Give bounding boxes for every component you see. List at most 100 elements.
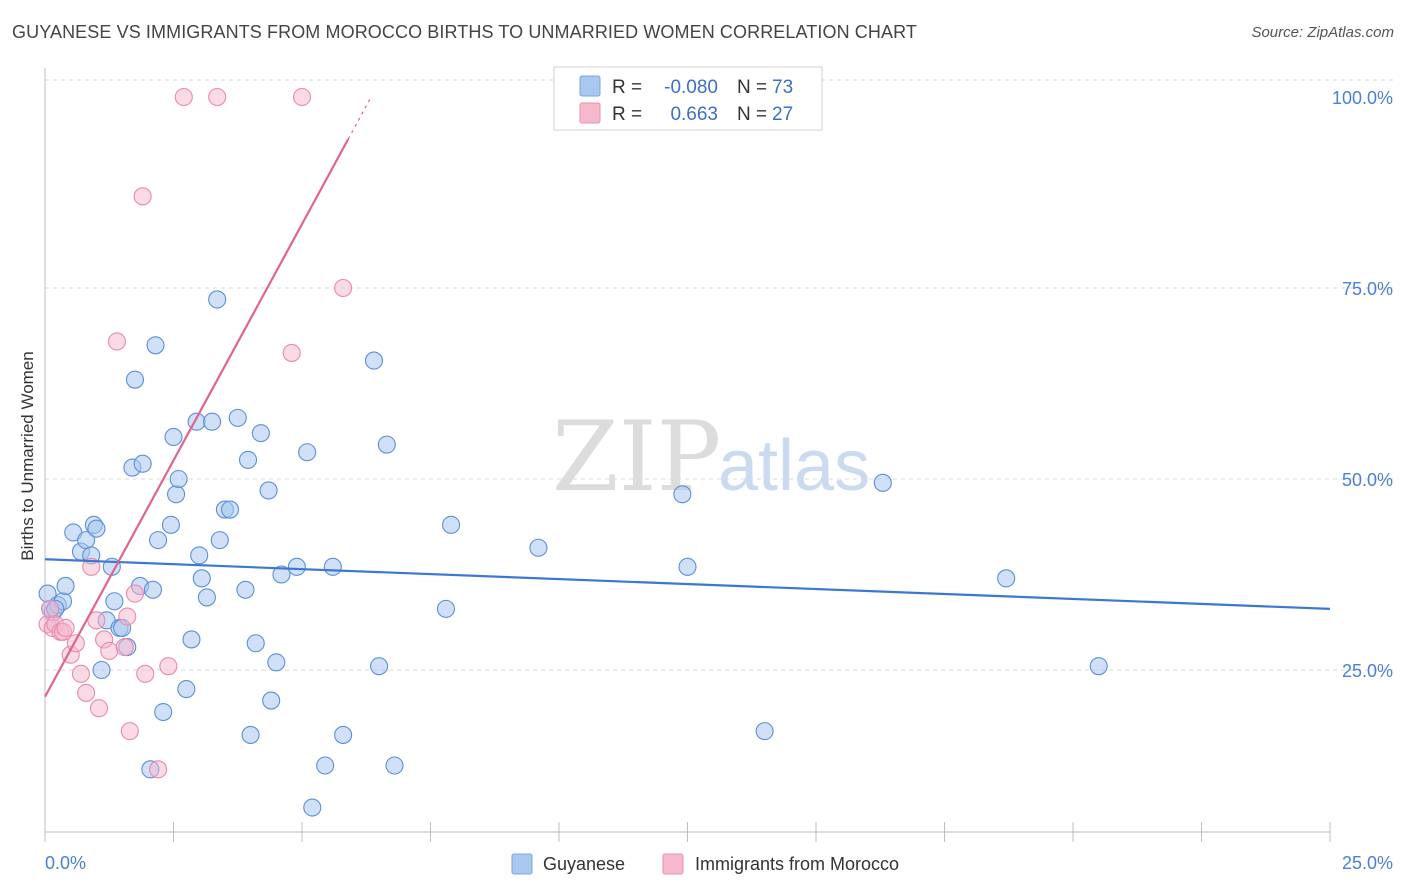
series-guyanese-points: [38, 290, 1108, 817]
point-guyanese: [364, 351, 384, 370]
legend-n-value-2: 27: [772, 104, 793, 125]
point-morocco: [149, 760, 168, 779]
point-guyanese: [678, 557, 697, 576]
point-guyanese: [182, 630, 201, 649]
point-guyanese: [997, 569, 1016, 588]
bottom-legend-swatch-guyanese: [511, 853, 533, 875]
legend-r-label-1: R =: [612, 77, 642, 98]
point-guyanese: [241, 725, 260, 744]
point-guyanese: [177, 680, 196, 699]
point-morocco: [100, 641, 119, 660]
point-guyanese: [267, 653, 286, 672]
point-guyanese: [370, 657, 389, 676]
point-guyanese: [377, 435, 396, 454]
point-morocco: [87, 611, 106, 630]
point-morocco: [208, 87, 227, 107]
legend-swatch-guyanese: [579, 75, 601, 97]
point-morocco: [120, 722, 139, 741]
point-morocco: [133, 187, 152, 206]
y-tick-label: 25.0%: [1342, 661, 1393, 681]
point-morocco: [41, 599, 60, 618]
point-morocco: [115, 638, 134, 657]
point-morocco: [56, 618, 75, 638]
point-guyanese: [161, 515, 180, 534]
point-guyanese: [1089, 657, 1108, 676]
legend-r-value-1: -0.080: [664, 77, 718, 98]
point-morocco: [136, 664, 155, 683]
point-guyanese: [385, 756, 404, 775]
y-tick-label: 50.0%: [1342, 470, 1393, 490]
point-morocco: [89, 699, 109, 718]
point-guyanese: [133, 454, 152, 473]
point-morocco: [174, 87, 193, 107]
point-guyanese: [334, 725, 353, 744]
bottom-legend-label-morocco: Immigrants from Morocco: [695, 854, 899, 874]
bottom-legend-label-guyanese: Guyanese: [543, 854, 625, 874]
point-morocco: [159, 657, 178, 676]
correlation-legend: R = -0.080 N = 73 R = 0.663 N = 27: [553, 66, 823, 131]
point-guyanese: [316, 756, 335, 775]
point-guyanese: [220, 500, 240, 519]
point-morocco: [282, 343, 301, 362]
legend-r-value-2: 0.663: [670, 104, 718, 125]
source-label: Source: ZipAtlas.com: [1251, 24, 1394, 41]
point-guyanese: [125, 370, 144, 389]
trend-line-morocco: [44, 138, 350, 698]
x-tick-marks: [44, 822, 1331, 842]
point-guyanese: [436, 599, 455, 618]
point-guyanese: [298, 443, 317, 462]
point-guyanese: [442, 515, 461, 534]
bottom-legend: Guyanese Immigrants from Morocco: [511, 853, 899, 875]
point-guyanese: [228, 408, 247, 427]
bottom-legend-swatch-morocco: [662, 853, 684, 875]
point-guyanese: [210, 531, 229, 550]
watermark-zip: ZIP: [552, 401, 721, 513]
point-guyanese: [154, 702, 173, 722]
y-tick-label: 75.0%: [1342, 279, 1393, 299]
point-guyanese: [323, 557, 342, 576]
x-tick-label-min: 0.0%: [45, 853, 86, 873]
point-guyanese: [190, 546, 209, 565]
trend-lines: [44, 96, 1331, 698]
point-guyanese: [673, 485, 692, 504]
point-morocco: [71, 664, 91, 683]
point-guyanese: [164, 427, 183, 447]
point-guyanese: [529, 538, 548, 557]
point-guyanese: [208, 290, 227, 309]
point-guyanese: [262, 691, 281, 710]
point-guyanese: [143, 580, 162, 599]
point-morocco: [292, 87, 312, 107]
watermark-atlas: atlas: [718, 426, 870, 506]
point-guyanese: [197, 588, 216, 607]
point-guyanese: [192, 569, 211, 588]
y-tick-labels: 100.0% 75.0% 50.0% 25.0%: [1332, 88, 1393, 681]
point-guyanese: [105, 592, 124, 611]
point-guyanese: [755, 722, 774, 741]
y-axis-label: Births to Unmarried Women: [18, 351, 37, 560]
point-morocco: [77, 683, 96, 702]
point-guyanese: [203, 412, 222, 431]
series-morocco-points: [38, 87, 353, 779]
point-guyanese: [146, 336, 165, 355]
point-guyanese: [238, 450, 258, 469]
point-guyanese: [149, 531, 168, 550]
legend-n-label-2: N =: [737, 104, 767, 125]
x-tick-label-max: 25.0%: [1342, 853, 1393, 873]
point-morocco: [82, 557, 101, 576]
legend-swatch-morocco: [579, 102, 601, 124]
point-guyanese: [303, 798, 322, 817]
point-guyanese: [56, 576, 75, 596]
point-guyanese: [287, 557, 306, 576]
legend-n-label-1: N =: [737, 77, 767, 98]
trend-line-guyanese: [44, 558, 1331, 610]
point-guyanese: [169, 469, 188, 489]
trend-line-morocco-extension: [347, 96, 372, 140]
point-guyanese: [259, 481, 278, 500]
point-guyanese: [92, 660, 111, 680]
legend-r-label-2: R =: [612, 104, 642, 125]
chart-title: GUYANESE VS IMMIGRANTS FROM MOROCCO BIRT…: [12, 22, 917, 42]
y-tick-label: 100.0%: [1332, 88, 1393, 108]
point-morocco: [125, 584, 144, 603]
point-morocco: [334, 278, 353, 298]
